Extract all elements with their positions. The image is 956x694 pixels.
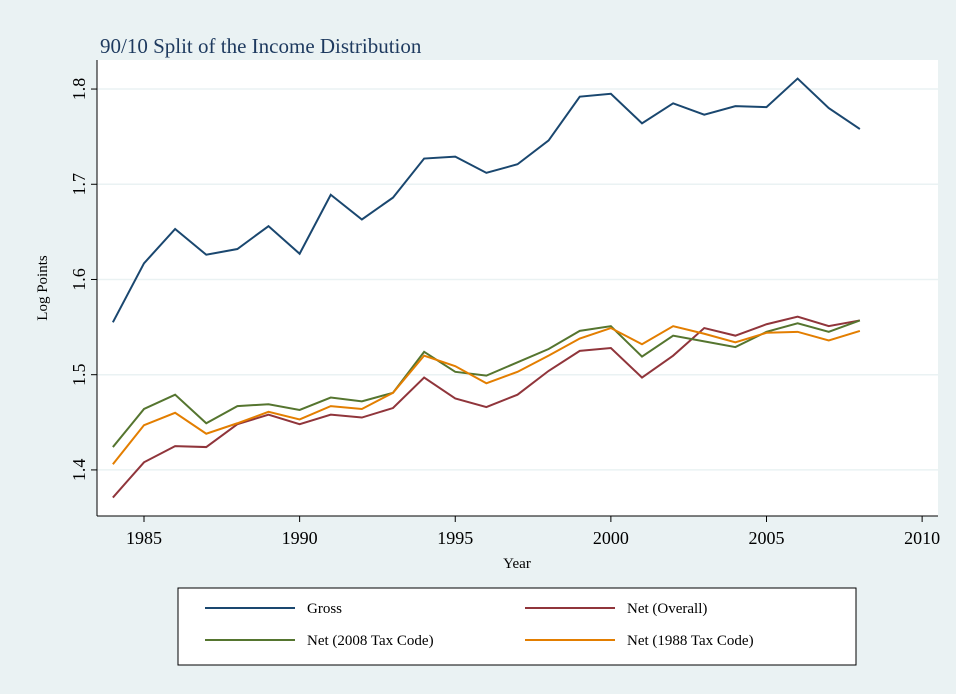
x-tick-label: 2005 — [749, 528, 785, 548]
x-axis-label: Year — [503, 556, 531, 572]
y-tick-label: 1.7 — [69, 173, 89, 196]
chart-title: 90/10 Split of the Income Distribution — [100, 34, 422, 58]
y-tick-label: 1.5 — [69, 363, 89, 386]
x-tick-label: 1995 — [437, 528, 473, 548]
x-tick-label: 2010 — [904, 528, 940, 548]
line-series — [112, 325, 861, 465]
line-series — [112, 319, 861, 448]
x-tick-label: 2000 — [593, 528, 629, 548]
legend-label: Gross — [307, 601, 342, 617]
legend-label: Net (2008 Tax Code) — [307, 633, 434, 649]
y-tick-label: 1.4 — [69, 459, 89, 482]
y-axis-label: Log Points — [35, 255, 51, 321]
line-series — [111, 77, 861, 323]
legend-label: Net (1988 Tax Code) — [627, 633, 754, 649]
x-tick-label: 1985 — [126, 528, 162, 548]
y-tick-label: 1.8 — [69, 78, 89, 101]
plot-area — [97, 60, 938, 516]
legend — [177, 587, 857, 666]
x-tick-label: 1990 — [282, 528, 318, 548]
y-tick-label: 1.6 — [69, 268, 89, 291]
legend-label: Net (Overall) — [627, 601, 707, 617]
